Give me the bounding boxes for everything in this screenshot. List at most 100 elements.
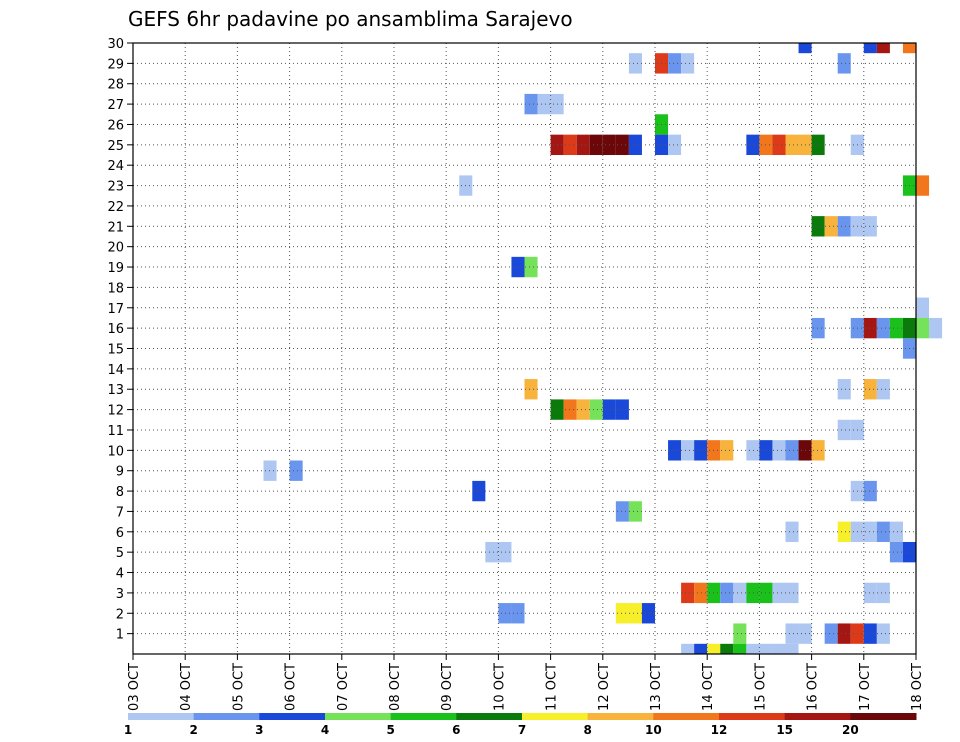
heatmap-cell bbox=[498, 603, 512, 624]
heatmap-cell bbox=[498, 541, 512, 563]
heatmap-cell bbox=[837, 419, 851, 441]
heatmap-cell bbox=[615, 399, 629, 420]
y-tick-label: 1 bbox=[116, 628, 124, 643]
x-tick-label: 09 OCT bbox=[440, 663, 455, 711]
colorbar-label: 4 bbox=[321, 723, 329, 737]
x-tick-label: 08 OCT bbox=[388, 663, 403, 711]
y-tick-label: 16 bbox=[107, 322, 124, 337]
y-tick-label: 30 bbox=[107, 37, 124, 52]
x-tick-label: 14 OCT bbox=[701, 663, 716, 711]
heatmap-cell bbox=[785, 623, 799, 644]
colorbar-label: 10 bbox=[645, 723, 662, 737]
heatmap-cell bbox=[524, 379, 538, 400]
heatmap-cell bbox=[707, 643, 721, 654]
heatmap-cell bbox=[785, 582, 799, 604]
heatmap-cell bbox=[798, 43, 812, 54]
heatmap-cell bbox=[628, 134, 642, 156]
heatmap-cell bbox=[668, 440, 682, 461]
heatmap-cell bbox=[263, 460, 277, 481]
heatmap-cell bbox=[863, 582, 877, 604]
heatmap-cell bbox=[837, 521, 851, 542]
x-tick-label: 16 OCT bbox=[806, 663, 821, 711]
heatmap-cell bbox=[733, 623, 747, 644]
heatmap-cell bbox=[772, 582, 786, 604]
heatmap-cell bbox=[668, 53, 682, 74]
y-tick-label: 17 bbox=[107, 302, 124, 317]
heatmap-cell bbox=[733, 582, 747, 604]
heatmap-cell bbox=[289, 460, 303, 481]
y-tick-label: 21 bbox=[107, 220, 124, 235]
heatmap-cell bbox=[681, 53, 695, 74]
heatmap-cell bbox=[863, 480, 877, 502]
heatmap-cell bbox=[720, 582, 734, 604]
heatmap-cell bbox=[589, 134, 603, 156]
colorbar-swatch bbox=[325, 713, 392, 720]
heatmap-cell bbox=[628, 501, 642, 522]
heatmap-cell bbox=[916, 175, 930, 196]
heatmap-cell bbox=[863, 43, 877, 54]
heatmap-cells bbox=[263, 43, 943, 654]
heatmap-cell bbox=[876, 317, 890, 339]
colorbar-label: 2 bbox=[189, 723, 197, 737]
heatmap-cell bbox=[746, 134, 760, 156]
y-tick-label: 12 bbox=[107, 404, 124, 419]
heatmap-cell bbox=[785, 134, 799, 156]
chart-title: GEFS 6hr padavine po ansamblima Sarajevo bbox=[128, 7, 573, 31]
colorbar-label: 20 bbox=[842, 723, 859, 737]
heatmap-cell bbox=[785, 521, 799, 542]
y-tick-label: 13 bbox=[107, 383, 124, 398]
y-tick-label: 9 bbox=[116, 465, 124, 480]
y-tick-label: 14 bbox=[107, 363, 124, 378]
heatmap-cell bbox=[811, 216, 825, 237]
colorbar-label: 12 bbox=[711, 723, 728, 737]
colorbar-swatch bbox=[587, 713, 654, 720]
y-tick-label: 4 bbox=[116, 567, 124, 582]
x-tick-label: 05 OCT bbox=[231, 663, 246, 711]
y-tick-label: 20 bbox=[107, 241, 124, 256]
heatmap-cell bbox=[681, 643, 695, 654]
colorbar-swatch bbox=[259, 713, 326, 720]
heatmap-cell bbox=[746, 643, 760, 654]
heatmap-cell bbox=[628, 53, 642, 74]
heatmap-cell bbox=[889, 541, 903, 563]
heatmap-cell bbox=[524, 93, 538, 115]
heatmap-cell bbox=[876, 582, 890, 604]
heatmap-cell bbox=[824, 216, 838, 237]
y-tick-label: 24 bbox=[107, 159, 124, 174]
heatmap-cell bbox=[811, 317, 825, 339]
heatmap-cell bbox=[615, 134, 629, 156]
colorbar-label: 1 bbox=[124, 723, 132, 737]
heatmap-cell bbox=[785, 440, 799, 461]
heatmap-cell bbox=[563, 134, 577, 156]
y-tick-label: 10 bbox=[107, 444, 124, 459]
heatmap-cell bbox=[759, 643, 773, 654]
heatmap-cell bbox=[889, 317, 903, 339]
heatmap-cell bbox=[837, 53, 851, 74]
heatmap-cell bbox=[641, 603, 655, 624]
heatmap-cell bbox=[916, 317, 930, 339]
heatmap-cell bbox=[694, 440, 708, 461]
heatmap-cell bbox=[876, 43, 890, 54]
colorbar-swatch bbox=[784, 713, 851, 720]
heatmap-cell bbox=[668, 134, 682, 156]
colorbar-swatch bbox=[390, 713, 457, 720]
heatmap-cell bbox=[889, 521, 903, 542]
x-tick-label: 11 OCT bbox=[545, 663, 560, 711]
heatmap-cell bbox=[929, 317, 943, 339]
colorbar-swatch bbox=[128, 713, 195, 720]
colorbar-label: 8 bbox=[583, 723, 591, 737]
heatmap-cell bbox=[576, 399, 590, 420]
y-tick-label: 15 bbox=[107, 343, 124, 358]
y-tick-label: 8 bbox=[116, 485, 124, 500]
heatmap-cell bbox=[824, 623, 838, 644]
colorbar-swatch bbox=[456, 713, 523, 720]
x-tick-label: 04 OCT bbox=[179, 663, 194, 711]
colorbar-swatch bbox=[850, 713, 917, 720]
y-tick-label: 19 bbox=[107, 261, 124, 276]
y-tick-label: 28 bbox=[107, 78, 124, 93]
heatmap-cell bbox=[615, 603, 629, 624]
heatmap-cell bbox=[524, 256, 538, 278]
heatmap-cell bbox=[837, 623, 851, 644]
heatmap-cell bbox=[876, 379, 890, 400]
